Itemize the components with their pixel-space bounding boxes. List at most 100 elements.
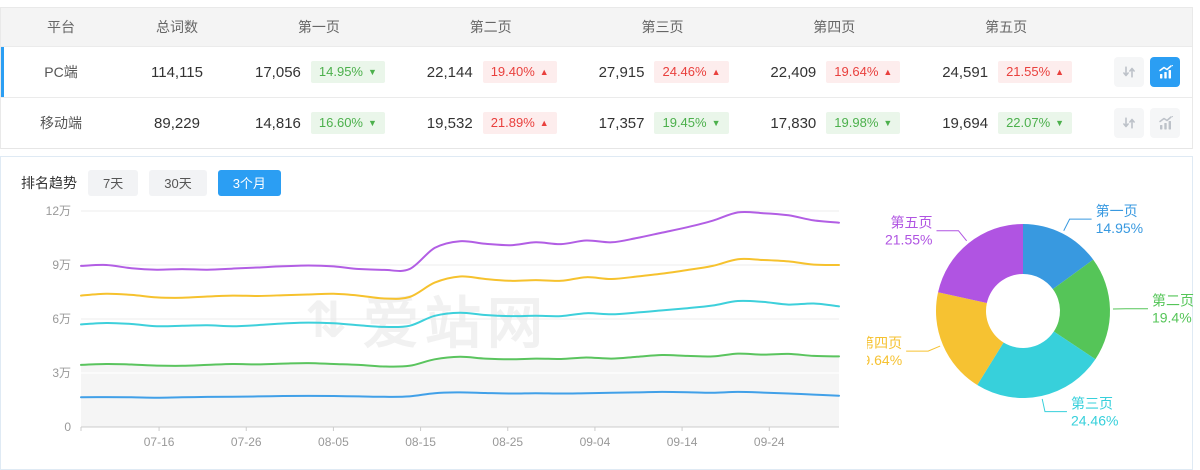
page5-pct-badge: 21.55% ▲ [998,61,1073,83]
trend-arrow-icon: ▲ [539,66,549,77]
page3-pct-badge: 24.46% ▲ [654,61,729,83]
page1-cell: 17,056 14.95% ▼ [233,61,405,83]
svg-text:09-24: 09-24 [754,435,785,449]
tab-30-days[interactable]: 30天 [149,169,207,196]
page2-count: 22,144 [426,63,473,81]
trend-arrow-icon: ▲ [883,66,893,77]
rank-trend-line-chart[interactable]: 07-16 07-26 08-05 08-15 08-25 09-04 09-14 09-24… [9,197,867,459]
trend-title: 排名趋势 [21,174,77,191]
svg-text:第四页: 第四页 [867,335,902,351]
table-header-row: 平台 总词数 第一页 第二页 第三页 第四页 第五页 [1,8,1192,46]
page1-count: 17,056 [255,63,301,81]
svg-text:08-15: 08-15 [405,435,436,449]
page1-pct-badge: 14.95% ▼ [310,61,385,83]
trend-arrow-icon: ▼ [711,117,721,128]
page4-pct-badge: 19.64% ▲ [826,61,901,83]
header-total-words: 总词数 [156,19,198,35]
sort-arrows-button[interactable] [1114,108,1144,138]
page2-count: 19,532 [426,114,473,132]
page3-cell: 27,915 24.46% ▲ [577,61,749,83]
platform-label: PC端 [44,64,78,80]
page2-cell: 19,532 21.89% ▲ [405,112,577,134]
page2-pct-badge: 19.40% ▲ [482,61,557,83]
svg-text:09-04: 09-04 [580,435,611,449]
svg-text:21.55%: 21.55% [885,232,932,248]
svg-text:07-16: 07-16 [144,435,175,449]
keyword-rank-table: 平台 总词数 第一页 第二页 第三页 第四页 第五页 PC端 114,115 1… [0,7,1193,149]
page1-pct-badge: 16.60% ▼ [310,112,385,134]
rank-trend-panel: 排名趋势 7天 30天 3个月 ⇅ 爱站网 07-16 07-26 08-05 08-… [0,156,1194,470]
trend-arrow-icon: ▼ [367,117,377,128]
page5-cell: 24,591 21.55% ▲ [920,61,1092,83]
svg-text:19.4%: 19.4% [1152,310,1192,326]
page5-count: 19,694 [942,114,989,132]
page4-cell: 17,830 19.98% ▼ [748,112,920,134]
trend-arrow-icon: ▲ [1055,66,1065,77]
table-row-pc: PC端 114,115 17,056 14.95% ▼ 22,144 19.40%… [1,46,1192,97]
page4-count: 22,409 [770,63,817,81]
svg-text:第三页: 第三页 [1071,396,1113,412]
page4-cell: 22,409 19.64% ▲ [748,61,920,83]
svg-text:19.64%: 19.64% [867,352,902,368]
trend-chart-button[interactable] [1150,57,1180,87]
trend-arrow-icon: ▼ [883,117,893,128]
watermark-text: 爱站网 [362,292,549,355]
table-row-mobile: 移动端 89,229 14,816 16.60% ▼ 19,532 21.89% ▲… [1,97,1192,148]
header-platform: 平台 [47,19,75,35]
charts-area: ⇅ 爱站网 07-16 07-26 08-05 08-15 08-25 09-04 09-1… [1,197,1194,459]
header-page2: 第二页 [469,19,512,35]
svg-text:24.46%: 24.46% [1071,413,1118,429]
svg-text:9万: 9万 [52,258,71,272]
page4-pct-badge: 19.98% ▼ [826,112,901,134]
tab-3-months[interactable]: 3个月 [217,169,281,196]
page3-count: 27,915 [598,63,645,81]
svg-text:3万: 3万 [52,366,71,380]
trend-arrow-icon: ▼ [1055,117,1065,128]
platform-label: 移动端 [40,115,82,131]
sort-arrows-icon [1123,66,1135,78]
svg-text:12万: 12万 [46,204,71,218]
sort-arrows-button[interactable] [1114,57,1144,87]
svg-text:0: 0 [64,420,71,434]
page5-pct-badge: 22.07% ▼ [998,112,1073,134]
page5-cell: 19,694 22.07% ▼ [920,112,1092,134]
header-page3: 第三页 [641,19,684,35]
svg-text:6万: 6万 [52,312,71,326]
tab-7-days[interactable]: 7天 [88,169,139,196]
svg-text:第一页: 第一页 [1096,203,1138,219]
page1-count: 14,816 [255,114,301,132]
page3-pct-badge: 19.45% ▼ [654,112,729,134]
total-words-value: 114,115 [151,63,203,81]
header-page4: 第四页 [813,19,856,35]
svg-text:09-14: 09-14 [667,435,698,449]
page4-count: 17,830 [770,114,817,132]
svg-text:第五页: 第五页 [890,215,932,231]
svg-text:08-25: 08-25 [492,435,523,449]
line-chart-container: ⇅ 爱站网 07-16 07-26 08-05 08-15 08-25 09-04 09-1… [9,197,867,459]
svg-text:第二页: 第二页 [1152,293,1194,309]
page5-count: 24,591 [942,63,989,81]
total-words-value: 89,229 [154,114,200,132]
page2-cell: 22,144 19.40% ▲ [405,61,577,83]
page3-count: 17,357 [598,114,645,132]
svg-text:14.95%: 14.95% [1096,220,1143,236]
sort-arrows-icon [1123,117,1135,129]
trend-chart-icon [1158,115,1173,129]
svg-text:08-05: 08-05 [318,435,349,449]
trend-arrow-icon: ▲ [711,66,721,77]
header-page5: 第五页 [985,19,1028,35]
trend-chart-icon [1158,64,1173,78]
trend-chart-button[interactable] [1150,108,1180,138]
page2-pct-badge: 21.89% ▲ [482,112,557,134]
svg-text:07-26: 07-26 [231,435,262,449]
page1-cell: 14,816 16.60% ▼ [233,112,405,134]
trend-arrow-icon: ▲ [539,117,549,128]
page3-cell: 17,357 19.45% ▼ [577,112,749,134]
watermark: ⇅ 爱站网 [305,279,549,360]
trend-arrow-icon: ▼ [367,66,377,77]
header-page1: 第一页 [297,19,340,35]
trend-tabs-row: 排名趋势 7天 30天 3个月 [1,157,1192,197]
